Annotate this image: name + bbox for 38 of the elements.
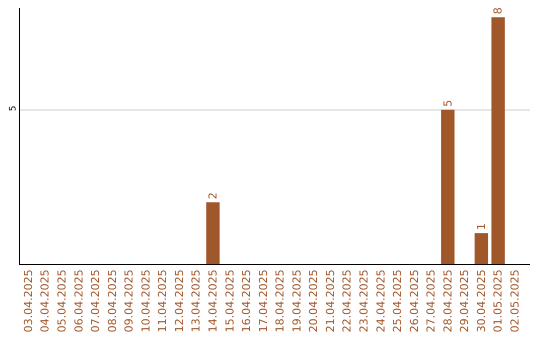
x-tick-label: 06.04.2025 <box>72 269 86 332</box>
x-tick-label: 11.04.2025 <box>156 269 170 332</box>
x-tick-label: 20.04.2025 <box>307 269 320 332</box>
x-tick-label: 28.04.2025 <box>441 269 454 332</box>
x-tick-label: 03.04.2025 <box>22 269 35 332</box>
x-tick-label: 26.04.2025 <box>408 269 421 332</box>
bar <box>491 17 505 264</box>
x-tick-label: 22.04.2025 <box>340 269 354 332</box>
x-tick-label: 04.04.2025 <box>38 269 52 332</box>
bar <box>441 110 455 264</box>
x-tick-label: 16.04.2025 <box>240 269 254 332</box>
x-tick-label: 02.05.2025 <box>508 269 522 332</box>
x-tick-label: 05.04.2025 <box>56 269 69 332</box>
x-tick-label: 09.04.2025 <box>122 269 136 332</box>
x-tick-label: 30.04.2025 <box>474 269 488 332</box>
bar <box>474 233 488 264</box>
x-tick-label: 12.04.2025 <box>172 269 186 332</box>
x-tick-label: 21.04.2025 <box>324 269 337 332</box>
x-tick-label: 24.04.2025 <box>374 269 388 332</box>
x-tick-label: 10.04.2025 <box>139 269 152 332</box>
data-label: 1 <box>474 223 488 230</box>
x-tick-label: 01.05.2025 <box>492 269 505 332</box>
x-tick-label: 19.04.2025 <box>290 269 304 332</box>
x-tick-label: 27.04.2025 <box>424 269 438 332</box>
bar <box>206 202 220 264</box>
x-tick-label: 15.04.2025 <box>223 269 236 332</box>
data-label: 2 <box>206 192 220 200</box>
x-tick-label: 29.04.2025 <box>458 269 472 332</box>
data-label: 8 <box>492 7 505 14</box>
x-tick-label: 23.04.2025 <box>357 269 370 332</box>
x-tick-label: 18.04.2025 <box>274 269 287 332</box>
data-label: 5 <box>441 100 454 107</box>
x-tick-label: 07.04.2025 <box>89 269 102 332</box>
x-tick-label: 13.04.2025 <box>190 269 203 332</box>
x-tick-label: 08.04.2025 <box>106 269 119 332</box>
x-tick-label: 14.04.2025 <box>206 269 220 332</box>
x-tick-label: 25.04.2025 <box>391 269 404 332</box>
x-tick-label: 17.04.2025 <box>256 269 270 332</box>
